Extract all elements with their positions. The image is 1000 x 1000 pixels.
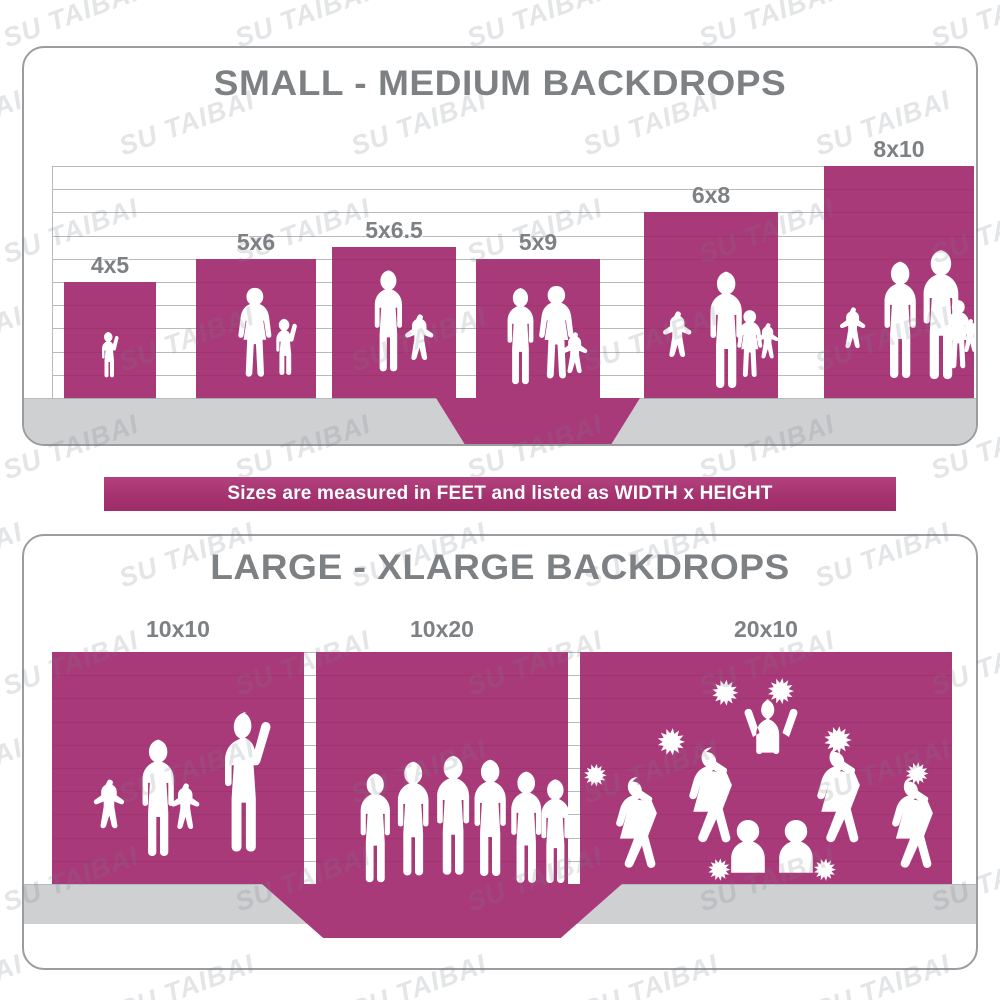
backdrop-bar: [476, 258, 600, 399]
info-banner: Sizes are measured in FEET and listed as…: [104, 477, 896, 511]
page-title-small-medium: SMALL - MEDIUM BACKDROPS: [213, 64, 787, 103]
panel-small-medium: SMALL - MEDIUM BACKDROPS 101099887766554…: [22, 46, 978, 446]
stage-floor: [262, 884, 622, 938]
backdrop-bar: [64, 282, 156, 399]
backdrop-bar: [332, 247, 456, 399]
bar-size-label: 10x20: [410, 616, 474, 642]
panel-large-xlarge: LARGE - XLARGE BACKDROPS 101099887766554…: [22, 534, 978, 970]
bar-size-label: 10x10: [146, 616, 210, 642]
axis-rail-left: [24, 166, 53, 398]
page-title-large-xlarge: LARGE - XLARGE BACKDROPS: [210, 548, 790, 587]
stage-floor: [436, 398, 640, 444]
bar-size-label: 6x8: [691, 182, 731, 209]
bar-size-label: 8x10: [873, 136, 925, 162]
bar-size-label: 5x6: [236, 228, 276, 255]
chart-gridline: [24, 235, 976, 237]
axis-rail-left: [24, 652, 53, 884]
backdrop-bar: [824, 166, 974, 399]
bar-size-label: 20x10: [734, 616, 798, 642]
backdrop-bar: [316, 652, 568, 884]
bar-size-label: 5x9: [518, 228, 558, 255]
bar-size-label: 5x6.5: [365, 217, 423, 244]
backdrop-bar: [52, 652, 304, 884]
chart-gridline: [24, 166, 976, 167]
info-banner-text: Sizes are measured in FEET and listed as…: [227, 483, 773, 504]
backdrop-bar: [644, 212, 778, 399]
backdrop-bar: [580, 652, 952, 884]
chart-gridline: [24, 189, 976, 191]
backdrop-bar: [196, 258, 316, 399]
bar-size-label: 4x5: [90, 252, 130, 278]
chart-gridline: [24, 212, 976, 214]
